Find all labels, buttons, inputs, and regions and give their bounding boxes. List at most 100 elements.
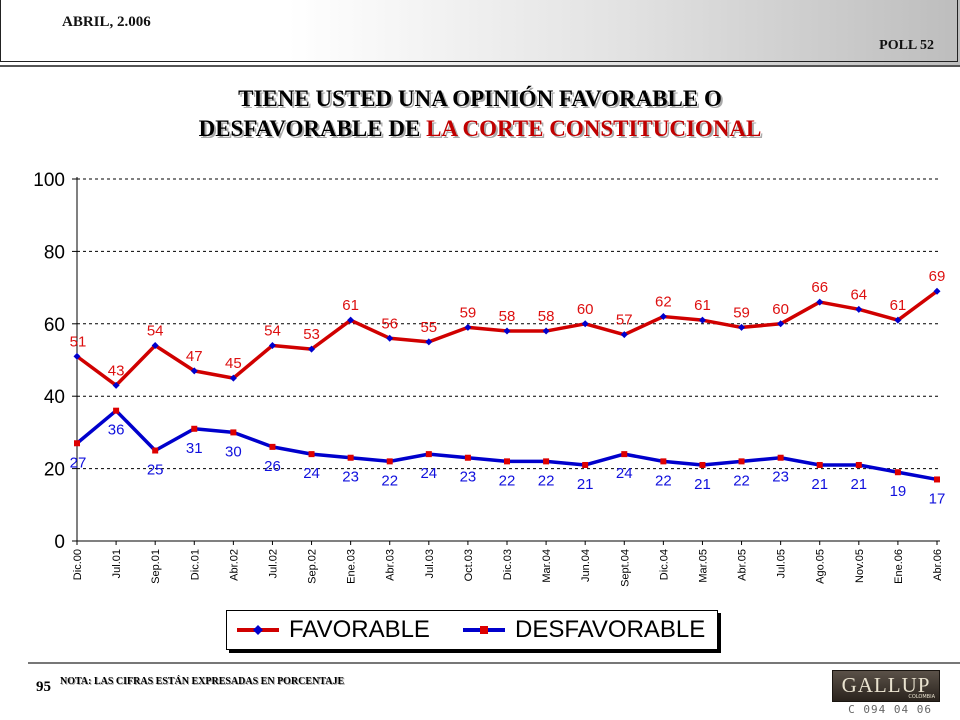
point-favorable-18: [777, 320, 785, 328]
legend-swatch-favorable: [237, 625, 279, 635]
point-favorable-5: [268, 342, 276, 350]
data-label-favorable-4: 45: [225, 355, 242, 372]
data-label-favorable-10: 59: [460, 304, 477, 321]
x-tick-label-12: Mar.04: [541, 549, 553, 583]
data-label-favorable-13: 60: [577, 301, 594, 318]
data-label-desfavorable-15: 22: [655, 472, 672, 489]
x-tick-label-5: Jul.02: [267, 549, 279, 578]
point-desfavorable-11: [504, 458, 510, 465]
data-label-favorable-17: 59: [733, 304, 750, 321]
data-label-desfavorable-13: 21: [577, 476, 594, 493]
x-tick-label-18: Jul.05: [776, 549, 788, 578]
x-tick-label-14: Sept.04: [619, 549, 631, 587]
x-tick-label-22: Abr.06: [932, 549, 944, 581]
y-tick-label-80: 80: [44, 242, 65, 263]
point-desfavorable-0: [74, 440, 80, 447]
point-favorable-11: [503, 327, 511, 335]
legend-item-desfavorable: DESFAVORABLE: [463, 611, 705, 649]
point-favorable-21: [894, 316, 902, 324]
point-desfavorable-18: [777, 454, 784, 461]
point-desfavorable-20: [855, 461, 862, 468]
data-label-desfavorable-6: 24: [303, 465, 320, 482]
x-tick-label-13: Jun.04: [580, 549, 592, 582]
point-desfavorable-17: [738, 458, 745, 465]
data-label-desfavorable-0: 27: [70, 454, 87, 471]
series-line-desfavorable: [75, 408, 938, 482]
x-tick-label-0: Dic.00: [72, 549, 84, 580]
data-label-favorable-16: 61: [694, 297, 711, 314]
data-label-desfavorable-16: 21: [694, 476, 711, 493]
logo-text: GALLUP: [841, 673, 931, 697]
gallup-logo: GALLUP COLOMBIA: [832, 670, 940, 702]
logo-subtext: COLOMBIA: [908, 694, 935, 700]
point-favorable-9: [425, 338, 433, 346]
data-label-desfavorable-2: 25: [147, 462, 164, 479]
legend-item-favorable: FAVORABLE: [237, 611, 430, 649]
point-favorable-14: [620, 331, 628, 339]
chart-title-line2: DESFAVORABLE DE LA CORTE CONSTITUCIONAL: [0, 114, 960, 144]
point-favorable-12: [542, 327, 550, 335]
page-number: 95: [36, 679, 51, 695]
x-tick-label-1: Jul.01: [111, 549, 123, 578]
data-label-desfavorable-4: 30: [225, 443, 242, 460]
data-label-desfavorable-10: 23: [460, 469, 477, 486]
data-label-desfavorable-12: 22: [538, 472, 555, 489]
data-label-favorable-20: 64: [850, 286, 867, 303]
x-tick-label-3: Dic.01: [189, 549, 201, 580]
point-favorable-6: [308, 345, 316, 353]
data-label-favorable-14: 57: [616, 312, 633, 329]
y-tick-label-20: 20: [44, 460, 65, 481]
data-label-favorable-21: 61: [890, 297, 907, 314]
chart-legend: FAVORABLE DESFAVORABLE: [226, 610, 718, 650]
header-divider: [0, 65, 960, 67]
data-label-favorable-19: 66: [811, 279, 828, 296]
x-tick-label-9: Jul.03: [424, 549, 436, 578]
point-desfavorable-2: [152, 447, 159, 454]
point-desfavorable-9: [425, 451, 432, 458]
data-label-desfavorable-18: 23: [772, 469, 789, 486]
data-label-favorable-3: 47: [186, 348, 203, 365]
legend-label-favorable: FAVORABLE: [289, 616, 430, 643]
data-label-favorable-7: 61: [342, 297, 359, 314]
point-favorable-19: [816, 298, 824, 306]
legend-marker-favorable: [253, 625, 263, 635]
x-tick-label-21: Ene.06: [893, 549, 905, 584]
point-desfavorable-15: [660, 458, 667, 465]
header-frame: [0, 0, 958, 62]
data-label-desfavorable-7: 23: [342, 469, 359, 486]
point-favorable-20: [855, 305, 863, 313]
data-label-favorable-0: 51: [70, 333, 87, 350]
point-desfavorable-8: [386, 458, 393, 465]
data-label-favorable-9: 55: [420, 319, 437, 336]
data-label-desfavorable-14: 24: [616, 465, 633, 482]
data-label-desfavorable-11: 22: [499, 472, 516, 489]
point-favorable-7: [347, 316, 355, 324]
series-line-favorable: [75, 289, 939, 388]
legend-label-desfavorable: DESFAVORABLE: [515, 616, 706, 643]
point-desfavorable-13: [582, 461, 589, 468]
x-tick-label-10: Oct.03: [463, 549, 475, 581]
data-label-favorable-22: 69: [929, 268, 946, 285]
point-favorable-17: [738, 323, 746, 331]
data-label-desfavorable-3: 31: [186, 440, 203, 457]
data-label-desfavorable-5: 26: [264, 458, 281, 475]
x-tick-label-16: Mar.05: [697, 549, 709, 583]
y-tick-label-0: 0: [54, 532, 65, 553]
legend-swatch-desfavorable: [463, 626, 505, 634]
x-tick-label-8: Abr.03: [385, 549, 397, 581]
point-favorable-0: [73, 352, 81, 360]
x-tick-label-15: Dic.04: [658, 549, 670, 580]
point-desfavorable-16: [699, 461, 706, 468]
point-desfavorable-10: [464, 454, 471, 461]
chart-title-line1: TIENE USTED UNA OPINIÓN FAVORABLE O: [238, 86, 722, 111]
chart-title: TIENE USTED UNA OPINIÓN FAVORABLE O DESF…: [0, 84, 960, 144]
x-tick-label-4: Abr.02: [228, 549, 240, 581]
x-tick-label-7: Ene.03: [346, 549, 358, 584]
point-favorable-13: [581, 320, 589, 328]
data-label-desfavorable-1: 36: [108, 422, 125, 439]
footer-divider: [28, 662, 960, 664]
point-favorable-8: [386, 334, 394, 342]
data-label-favorable-8: 56: [381, 315, 398, 332]
header-band: [0, 0, 960, 66]
